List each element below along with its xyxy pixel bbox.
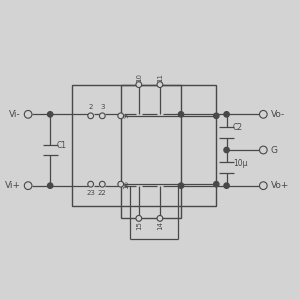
Text: 14: 14 [157,221,163,230]
Text: Vo-: Vo- [271,110,285,119]
Circle shape [24,110,32,118]
Text: 15: 15 [136,221,142,230]
Circle shape [99,181,105,187]
Circle shape [99,113,105,119]
Circle shape [157,82,163,88]
Circle shape [260,110,267,118]
Circle shape [47,112,53,117]
Circle shape [260,146,267,154]
Circle shape [260,182,267,190]
Circle shape [136,215,142,221]
Circle shape [178,112,184,117]
Text: 11: 11 [157,73,163,82]
Circle shape [118,181,124,187]
Text: Vo+: Vo+ [271,181,289,190]
Circle shape [224,183,229,188]
Circle shape [214,113,219,118]
Text: 9: 9 [123,114,129,118]
Bar [121,85,181,218]
Text: C2: C2 [233,123,243,132]
Circle shape [224,147,229,153]
Circle shape [214,182,219,187]
Text: 10: 10 [136,73,142,82]
Circle shape [136,82,142,88]
Circle shape [118,113,124,119]
Text: 2: 2 [88,104,93,110]
Bar [72,85,216,206]
Circle shape [157,215,163,221]
Text: 10μ: 10μ [233,159,247,168]
Circle shape [224,112,229,117]
Circle shape [178,183,184,188]
Circle shape [47,183,53,188]
Text: C1: C1 [57,141,67,150]
Text: G: G [271,146,278,154]
Circle shape [24,182,32,190]
Circle shape [88,181,94,187]
Text: 3: 3 [100,104,105,110]
Text: 22: 22 [98,190,107,196]
Text: Vi+: Vi+ [5,181,21,190]
Text: 16: 16 [123,180,129,189]
Circle shape [88,113,94,119]
Text: Vi-: Vi- [9,110,21,119]
Text: 23: 23 [86,190,95,196]
